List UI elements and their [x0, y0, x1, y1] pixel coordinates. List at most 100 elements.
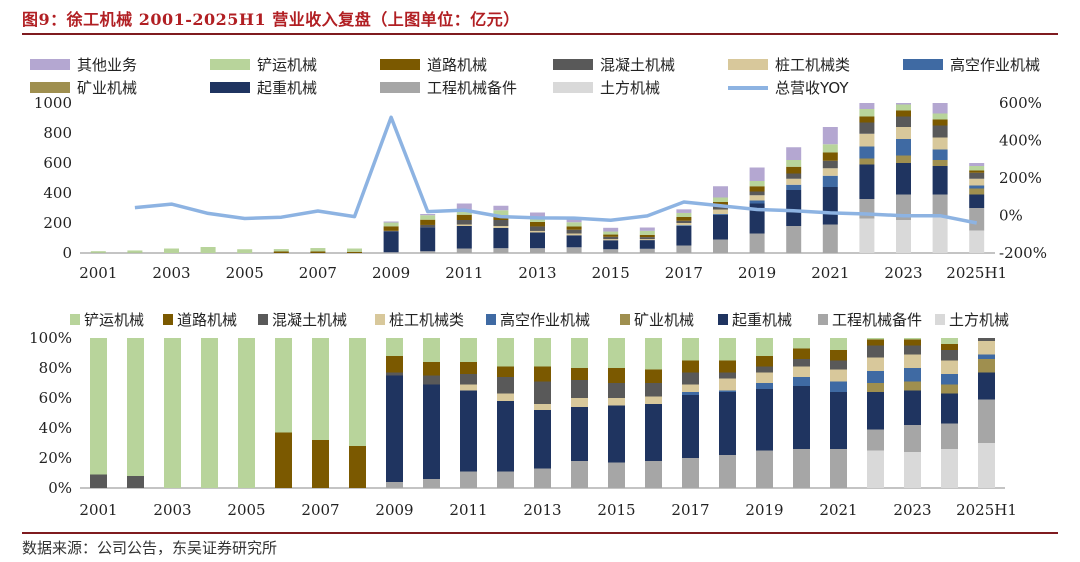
bar-segment	[713, 239, 728, 253]
share-bar-segment	[645, 338, 662, 370]
bar-segment	[164, 248, 179, 253]
share-bar-segment	[497, 401, 514, 472]
bar-segment	[859, 164, 875, 199]
legend-label: 其他业务	[77, 56, 137, 74]
bar-segment	[713, 206, 728, 210]
share-bar-segment	[756, 356, 773, 367]
bar-segment	[566, 229, 582, 234]
bar-segment	[822, 160, 838, 169]
top-y2-tick-label: 200%	[999, 169, 1042, 187]
share-bar-segment	[571, 338, 588, 368]
bar-segment	[932, 149, 948, 160]
bar-segment	[749, 195, 765, 201]
legend-swatch	[30, 82, 70, 93]
bar-segment	[383, 231, 399, 253]
share-bar-segment	[312, 338, 329, 440]
share-bar-segment	[941, 423, 958, 449]
bar-segment	[420, 227, 436, 252]
bar-segment	[237, 249, 253, 253]
bar-segment	[603, 239, 619, 241]
share-bar-segment	[201, 338, 218, 488]
share-bar-segment	[941, 360, 958, 374]
share-bar-segment	[793, 449, 810, 488]
share-bar-segment	[682, 384, 699, 392]
share-bar-segment	[941, 449, 958, 488]
bar-segment	[603, 240, 619, 250]
bar-segment	[896, 163, 911, 195]
bar-segment	[420, 224, 436, 228]
bar-segment	[456, 248, 472, 253]
share-bar-segment	[386, 356, 403, 373]
bar-segment	[676, 209, 692, 213]
bar-segment	[603, 231, 619, 235]
bar-segment	[969, 163, 985, 166]
share-bar-segment	[682, 392, 699, 395]
yoy-line	[134, 115, 978, 225]
bar-segment	[713, 214, 728, 215]
share-bar-segment	[756, 389, 773, 451]
share-bar-segment	[608, 338, 625, 368]
bar-segment	[420, 215, 436, 220]
share-bar-segment	[867, 383, 884, 392]
share-bar-segment	[497, 471, 514, 488]
share-bar-segment	[90, 338, 107, 475]
legend-swatch	[718, 314, 728, 325]
bar-segment	[896, 104, 911, 111]
bar-segment	[932, 137, 948, 150]
share-bar-segment	[904, 425, 921, 452]
bar-segment	[859, 103, 875, 109]
top-y-tick-label: 0	[62, 244, 72, 262]
top-x-tick-label: 2005	[226, 264, 264, 282]
share-bar-segment	[571, 398, 588, 407]
top-x-tick-label: 2021	[811, 264, 849, 282]
bottom-x-tick-label: 2025H1	[956, 501, 1017, 519]
legend-label: 起重机械	[732, 311, 792, 329]
share-bar-segment	[571, 368, 588, 380]
bar-segment	[786, 190, 802, 226]
bar-segment	[786, 226, 802, 253]
source-note: 数据来源：公司公告，东吴证券研究所	[22, 539, 278, 557]
bar-segment	[420, 219, 436, 225]
bar-segment	[639, 248, 655, 253]
bar-segment	[420, 251, 436, 253]
share-bar-segment	[904, 339, 921, 346]
bar-segment	[530, 212, 545, 219]
bottom-rule	[22, 532, 1058, 534]
share-bar-segment	[793, 348, 810, 359]
share-bar-segment	[275, 432, 292, 488]
legend-label: 混凝土机械	[272, 311, 347, 329]
bar-segment	[603, 227, 619, 232]
legend-label: 铲运机械	[257, 56, 317, 74]
share-bar-segment	[978, 399, 995, 443]
legend-swatch	[258, 314, 268, 325]
bar-segment	[822, 224, 838, 253]
share-bar-segment	[534, 381, 551, 404]
top-y-tick-label: 400	[43, 184, 72, 202]
share-bar-segment	[349, 338, 366, 446]
bar-segment	[859, 116, 875, 123]
bar-segment	[969, 230, 985, 253]
share-bar-segment	[460, 390, 477, 472]
share-bar-segment	[645, 461, 662, 488]
bar-segment	[969, 188, 985, 195]
share-bar-segment	[904, 345, 921, 355]
bar-segment	[749, 167, 765, 181]
bar-segment	[859, 109, 875, 117]
bar-segment	[456, 226, 472, 249]
share-bar-segment	[830, 338, 847, 350]
share-bar-segment	[904, 452, 921, 488]
bar-segment	[493, 227, 509, 249]
top-x-tick-label: 2017	[665, 264, 703, 282]
legend-label: 起重机械	[257, 79, 317, 97]
bottom-x-tick-label: 2007	[301, 501, 339, 519]
share-bar-segment	[460, 362, 477, 374]
share-bar-segment	[830, 350, 847, 361]
share-bar-segment	[386, 372, 403, 376]
bar-segment	[896, 103, 911, 105]
bar-segment	[749, 200, 765, 204]
bar-segment	[383, 221, 399, 223]
legend-swatch	[163, 314, 173, 325]
bar-segment	[713, 197, 728, 202]
